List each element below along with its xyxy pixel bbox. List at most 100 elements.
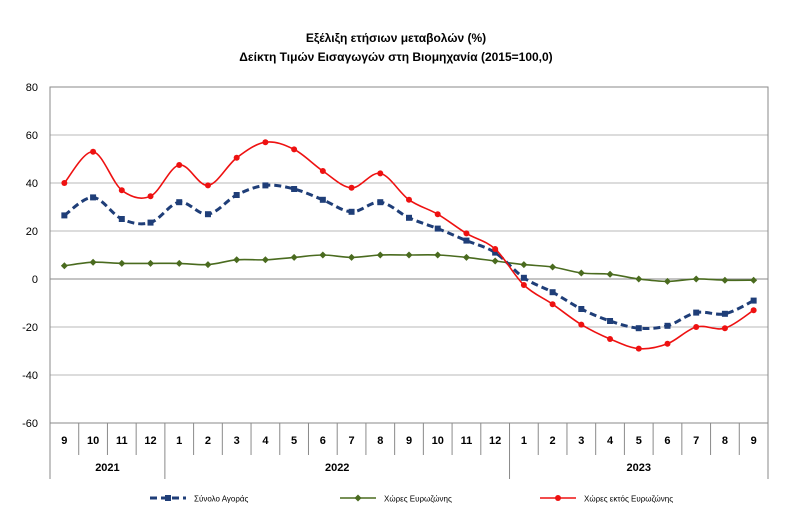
data-point (348, 253, 356, 261)
chart-subtitle: Δείκτη Τιμών Εισαγωγών στη Βιομηχανία (2… (239, 50, 553, 64)
y-tick-label: 0 (32, 274, 38, 286)
x-tick-label: 1 (521, 435, 527, 447)
data-point (233, 192, 240, 198)
data-point (90, 194, 97, 201)
data-point (61, 212, 68, 219)
data-point (578, 306, 585, 312)
legend-marker (555, 495, 561, 501)
series-line (63, 141, 755, 350)
data-point (721, 310, 728, 317)
x-tick-label: 3 (234, 435, 240, 447)
y-tick-label: 80 (26, 82, 38, 94)
data-point (147, 219, 154, 226)
chart-title: Εξέλιξη ετήσιων μεταβολών (%) (305, 31, 487, 45)
x-tick-label: 8 (722, 435, 728, 447)
legend-label: Σύνολο Αγοράς (194, 495, 249, 504)
data-point (492, 249, 499, 256)
data-point (377, 170, 384, 177)
data-point (549, 289, 556, 296)
x-tick-label: 12 (489, 435, 501, 447)
data-point (577, 269, 585, 277)
x-tick-label: 11 (116, 435, 128, 447)
y-tick-label: 40 (26, 178, 38, 190)
data-point (406, 214, 412, 221)
data-point (147, 193, 154, 200)
data-point (176, 199, 183, 206)
data-point (262, 182, 269, 189)
data-point (233, 256, 241, 264)
year-label: 2022 (325, 462, 349, 474)
data-point (261, 256, 269, 264)
data-point (89, 258, 97, 266)
data-point (319, 168, 326, 174)
data-point (520, 261, 528, 269)
data-point (377, 199, 384, 206)
data-point (204, 261, 212, 269)
x-tick-label: 3 (578, 435, 584, 447)
data-point (204, 182, 211, 189)
data-point (147, 259, 155, 267)
data-point (233, 154, 240, 161)
data-point (693, 309, 700, 316)
data-point (750, 276, 758, 284)
data-point (664, 340, 671, 347)
data-point (721, 325, 728, 332)
data-point (463, 230, 470, 237)
x-tick-label: 7 (693, 435, 699, 447)
data-point (607, 318, 614, 324)
data-point (204, 211, 211, 218)
x-tick-label: 8 (377, 435, 383, 447)
data-point (348, 184, 355, 191)
x-tick-label: 4 (607, 435, 614, 447)
data-point (319, 251, 327, 259)
legend-marker (354, 494, 362, 502)
data-point (118, 259, 126, 267)
data-point (750, 297, 757, 304)
legend-label: Χώρες εκτός Ευρωζώνης (584, 495, 673, 504)
x-tick-label: 9 (751, 435, 757, 447)
x-tick-label: 10 (432, 435, 444, 447)
x-tick-label: 6 (320, 435, 326, 447)
data-point (61, 180, 68, 186)
data-point (175, 259, 183, 267)
data-point (405, 251, 413, 259)
x-tick-label: 2 (550, 435, 556, 447)
data-point (348, 208, 355, 215)
data-point (262, 139, 269, 146)
data-point (607, 336, 614, 342)
data-point (319, 196, 326, 203)
x-tick-label: 9 (406, 435, 412, 447)
data-point (176, 162, 183, 168)
x-tick-label: 11 (461, 435, 473, 447)
x-tick-label: 5 (636, 435, 642, 447)
data-point (291, 186, 298, 192)
data-point (118, 216, 125, 222)
data-point (90, 148, 97, 155)
data-point (692, 275, 700, 283)
legend-label: Χώρες Ευρωζώνης (384, 495, 452, 504)
x-tick-label: 4 (262, 435, 269, 447)
y-tick-label: -20 (22, 322, 38, 334)
x-tick-label: 2 (205, 435, 211, 447)
plot-area (49, 86, 769, 424)
series-line (64, 254, 754, 283)
data-point (549, 263, 557, 271)
data-point (721, 276, 729, 284)
data-point (635, 275, 643, 283)
y-tick-label: 20 (26, 226, 38, 238)
data-point (60, 262, 68, 270)
data-point (664, 322, 671, 329)
data-point (434, 211, 441, 218)
x-tick-label: 6 (664, 435, 670, 447)
data-point (462, 253, 470, 261)
data-point (118, 187, 125, 194)
year-label: 2023 (627, 462, 651, 474)
data-point (291, 146, 298, 153)
data-point (520, 274, 527, 281)
data-point (549, 301, 556, 308)
year-label: 2021 (95, 462, 119, 474)
data-point (290, 253, 298, 261)
data-point (376, 251, 384, 259)
data-point (491, 257, 499, 265)
